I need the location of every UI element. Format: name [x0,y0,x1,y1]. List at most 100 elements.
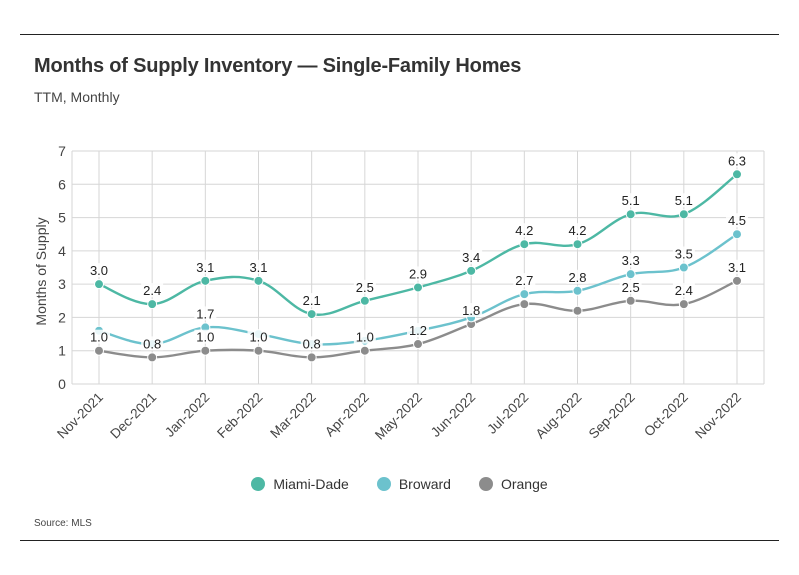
data-point [572,285,583,296]
data-label: 1.0 [356,330,374,345]
data-point [253,345,264,356]
data-label: 1.0 [249,330,267,345]
data-label: 3.4 [462,250,480,265]
x-tick-label: Aug-2022 [533,390,585,442]
y-tick-label: 0 [58,376,66,392]
data-label: 0.8 [143,336,161,351]
x-tick-label: Nov-2021 [54,390,106,442]
data-point [519,289,530,300]
data-label: 3.5 [675,247,693,262]
data-label: 2.4 [143,283,161,298]
data-label-bg [247,329,270,344]
top-rule [20,34,779,35]
data-point [678,299,689,310]
x-tick-label: Nov-2022 [692,390,744,442]
data-point [200,345,211,356]
data-label: 0.8 [303,336,321,351]
data-label-bg [88,329,110,344]
source-note: Source: MLS [34,518,92,529]
data-label: 2.5 [356,280,374,295]
data-label: 1.0 [90,330,108,345]
data-point [732,275,742,286]
data-label-bg [619,279,642,294]
data-label: 2.4 [675,283,693,298]
x-tick-label: Jul-2022 [484,390,531,437]
data-point [306,352,317,363]
data-point [519,239,530,250]
data-label-bg [300,293,323,308]
data-label-bg [726,213,748,228]
legend-label: Orange [500,476,548,492]
data-label-bg [194,259,217,274]
legend-swatch [376,477,391,491]
data-label-bg [672,246,695,261]
data-label: 2.7 [515,273,533,288]
legend-item: Orange [478,476,548,492]
data-point [466,265,477,276]
data-label-bg [353,279,376,294]
y-tick-label: 5 [58,210,66,226]
legend-item: Miami-Dade [251,476,349,492]
y-tick-label: 6 [58,176,66,192]
data-label: 2.1 [303,293,321,308]
data-label: 1.7 [196,306,214,321]
data-point [253,275,264,286]
y-tick-label: 3 [58,276,66,292]
data-label: 3.1 [196,260,214,275]
data-point [678,262,689,273]
chart-title: Months of Supply Inventory — Single-Fami… [34,55,522,77]
data-label: 3.1 [249,260,267,275]
data-label-bg [141,336,164,351]
data-label-bg [513,273,536,288]
data-point [572,305,583,316]
data-point [147,352,158,363]
data-point [625,269,636,280]
data-label-bg [513,223,536,238]
y-axis-label: Months of Supply [33,217,49,325]
chart-subtitle: TTM, Monthly [34,89,120,105]
data-point [94,279,104,290]
data-point [147,299,158,310]
data-label-bg [672,193,695,208]
data-label-bg [566,269,589,284]
y-tick-label: 4 [58,243,66,259]
data-point [413,282,423,293]
data-label-bg [619,193,642,208]
data-label-bg [247,259,270,274]
data-label: 4.2 [568,223,586,238]
data-point [413,339,423,350]
data-label: 2.5 [622,280,640,295]
data-label-bg [726,259,748,274]
data-point [359,295,370,306]
legend-label: Broward [398,476,451,492]
data-label: 2.8 [568,270,586,285]
x-tick-label: Dec-2021 [107,390,159,442]
data-point [519,299,530,310]
data-label: 1.8 [462,303,480,318]
data-label-bg [619,253,642,268]
data-label-bg [141,283,164,298]
data-point [306,309,317,320]
data-label-bg [460,249,483,264]
data-label: 4.2 [515,223,533,238]
x-tick-label: Oct-2022 [641,390,691,440]
data-label-bg [460,303,483,318]
data-label: 4.5 [728,213,746,228]
data-label: 6.3 [728,153,746,168]
x-tick-label: Apr-2022 [322,390,372,440]
data-point [572,239,583,250]
x-tick-label: Jan-2022 [162,390,212,440]
data-label-bg [672,283,695,298]
data-label-bg [566,223,589,238]
legend-item: Broward [376,476,451,492]
data-label-bg [353,329,376,344]
data-label: 3.0 [90,263,108,278]
legend-swatch [478,477,493,491]
data-point [94,345,104,356]
y-tick-label: 7 [58,143,66,159]
data-label: 2.9 [409,266,427,281]
x-tick-label: May-2022 [372,390,425,443]
bottom-rule [20,540,779,541]
legend: Miami-Dade Broward Orange [0,476,799,492]
